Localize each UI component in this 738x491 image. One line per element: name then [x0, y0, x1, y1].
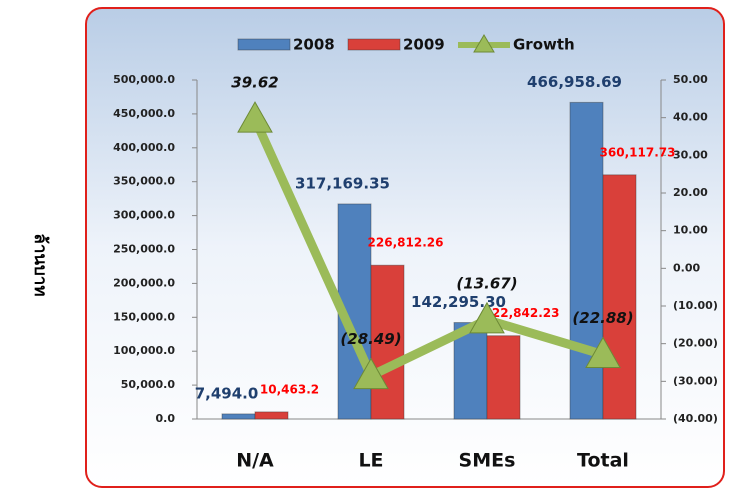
growth-marker — [237, 101, 273, 133]
x-tick-label: N/A — [236, 450, 274, 472]
y2-tick-label: 0.00 — [673, 261, 700, 274]
bar-value-label: 142,295.30 — [411, 293, 506, 311]
legend-label: 2009 — [403, 36, 445, 54]
growth-marker — [469, 301, 505, 334]
y-tick-label: 150,000.0 — [113, 310, 175, 323]
y-tick-label: 0.0 — [156, 412, 176, 425]
y-tick-label: 100,000.0 — [113, 344, 175, 357]
y-tick-label: 200,000.0 — [113, 276, 175, 289]
bar-value-label: 226,812.26 — [368, 236, 444, 250]
growth-marker — [353, 357, 389, 390]
bar-value-label: 122,842.23 — [484, 306, 560, 320]
y2-tick-label: 30.00 — [673, 148, 708, 161]
y2-tick-label: 40.00 — [673, 111, 708, 124]
bar — [221, 413, 256, 420]
y2-tick-label: 50.00 — [673, 73, 708, 86]
y-axis-label: ล้านบาท — [30, 233, 50, 296]
y2-tick-label: (40.00) — [673, 412, 718, 425]
y-tick-label: 50,000.0 — [121, 378, 176, 391]
bar-value-label: 466,958.69 — [527, 73, 622, 91]
growth-value-label: (22.88) — [572, 309, 633, 327]
y2-tick-label: (20.00) — [673, 337, 718, 350]
growth-marker — [585, 336, 621, 369]
bar — [486, 335, 521, 420]
y2-tick-label: (30.00) — [673, 374, 718, 387]
x-tick-label: LE — [358, 450, 383, 472]
legend-label: Growth — [513, 36, 575, 54]
y2-tick-label: 20.00 — [673, 186, 708, 199]
bar — [370, 264, 405, 420]
legend-swatch — [237, 38, 291, 51]
legend-swatch — [347, 38, 401, 51]
growth-value-label: (28.49) — [340, 330, 401, 348]
bar-value-label: 10,463.2 — [260, 382, 319, 396]
bar-value-label: 317,169.35 — [295, 174, 390, 192]
y-tick-label: 250,000.0 — [113, 243, 175, 256]
bar — [602, 174, 637, 420]
legend-label: 2008 — [293, 36, 335, 54]
x-tick-label: Total — [577, 450, 629, 472]
y-tick-label: 300,000.0 — [113, 209, 175, 222]
bar-value-label: 360,117.73 — [600, 145, 676, 159]
bar-value-label: 7,494.0 — [195, 384, 259, 402]
growth-line — [250, 117, 605, 381]
y-tick-label: 500,000.0 — [113, 73, 175, 86]
y2-tick-label: (10.00) — [673, 299, 718, 312]
y-tick-label: 400,000.0 — [113, 141, 175, 154]
y-tick-label: 450,000.0 — [113, 107, 175, 120]
y-tick-label: 350,000.0 — [113, 175, 175, 188]
x-tick-label: SMEs — [459, 450, 516, 472]
bar — [569, 101, 604, 420]
growth-value-label: (13.67) — [456, 274, 517, 292]
bar — [254, 411, 289, 420]
legend-marker — [473, 34, 495, 53]
growth-value-label: 39.62 — [231, 74, 278, 92]
y2-tick-label: 10.00 — [673, 224, 708, 237]
